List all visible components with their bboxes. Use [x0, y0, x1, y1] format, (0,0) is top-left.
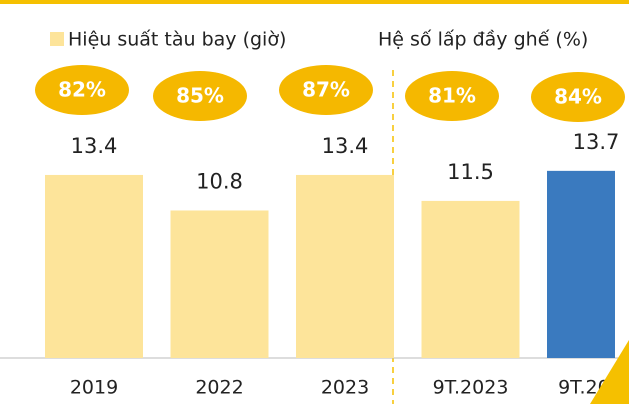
load-factor-label: 85% — [176, 84, 224, 108]
bar-value-label: 13.4 — [71, 134, 118, 158]
load-factor-badge — [35, 65, 129, 115]
load-factor-badge — [531, 72, 625, 122]
bar — [170, 210, 269, 358]
load-factor-badge — [279, 65, 373, 115]
legend-label: Hệ số lấp đầy ghế (%) — [378, 29, 588, 51]
bar-value-label: 13.7 — [573, 130, 620, 154]
x-tick-label: 2023 — [321, 377, 369, 399]
load-factor-label: 84% — [554, 85, 602, 109]
corner-decoration — [590, 340, 629, 404]
bar — [421, 200, 520, 358]
load-factor-label: 82% — [58, 78, 106, 102]
bar-value-label: 10.8 — [196, 169, 243, 193]
bar — [547, 170, 615, 358]
legend-swatch — [50, 32, 64, 46]
bar-value-label: 13.4 — [322, 134, 369, 158]
load-factor-badge — [405, 71, 499, 121]
top-rule — [0, 0, 629, 4]
load-factor-label: 81% — [428, 84, 476, 108]
x-tick-label: 2019 — [70, 377, 118, 399]
x-tick-label: 2022 — [195, 377, 243, 399]
bar-value-label: 11.5 — [447, 160, 494, 184]
bar — [45, 174, 143, 358]
x-tick-label: 9T.2023 — [433, 377, 509, 399]
load-factor-badge — [153, 71, 247, 121]
load-factor-label: 87% — [302, 78, 350, 102]
legend-label: Hiệu suất tàu bay (giờ) — [68, 29, 286, 51]
bar — [296, 174, 394, 358]
